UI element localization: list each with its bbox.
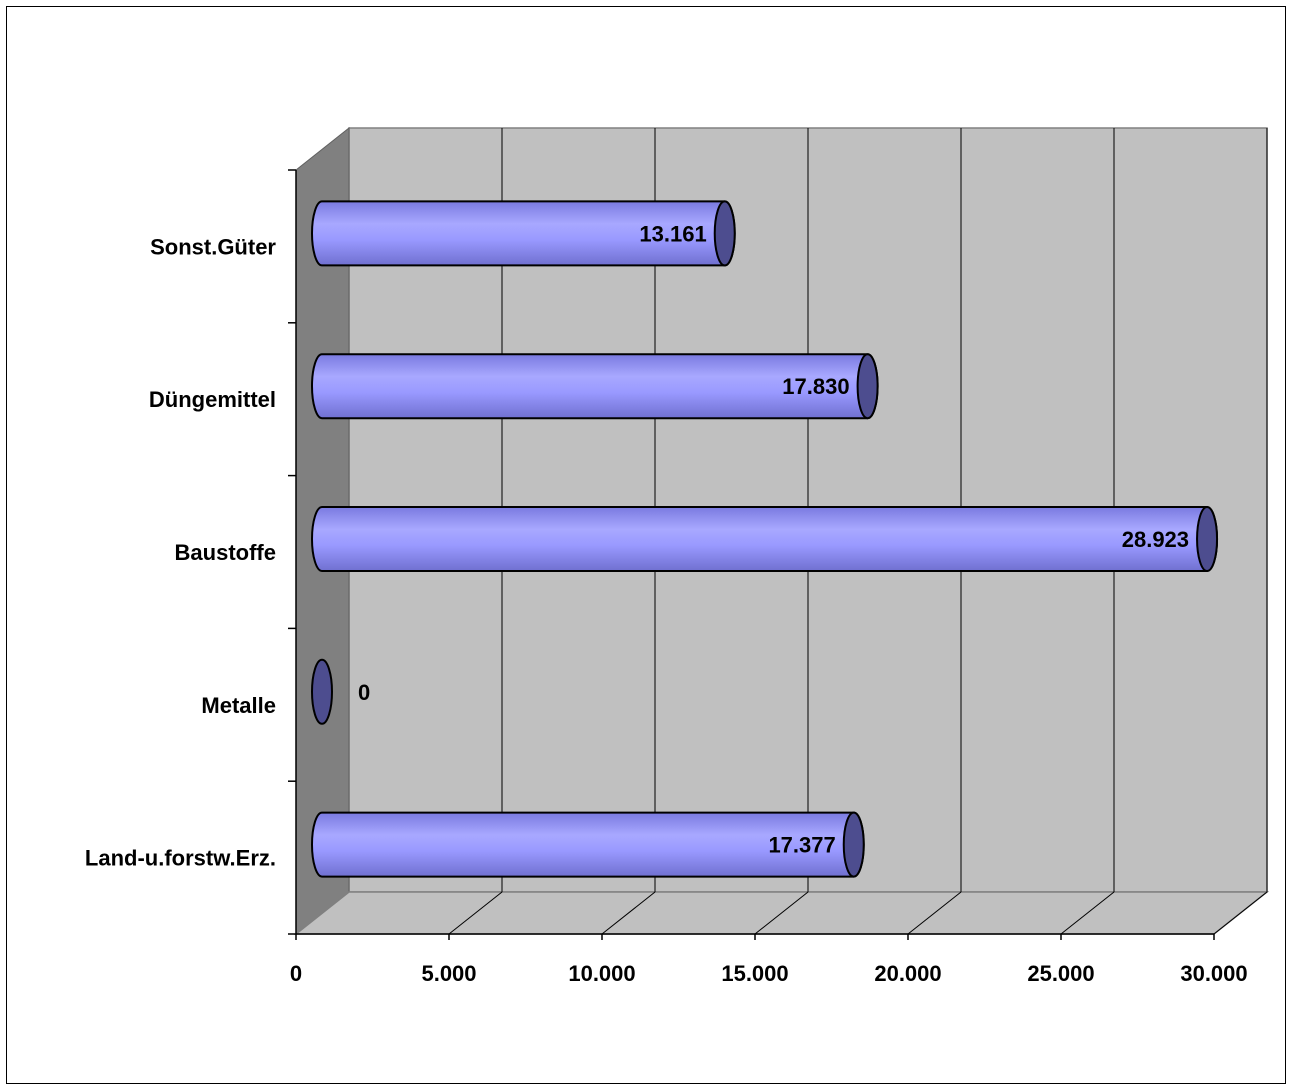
floor-gridline xyxy=(448,891,503,935)
floor-gridline xyxy=(1060,891,1115,935)
x-tick-label: 0 xyxy=(290,961,302,986)
category-label: Baustoffe xyxy=(175,540,276,565)
bar-cap-4 xyxy=(713,200,736,267)
x-tick-label: 30.000 xyxy=(1180,961,1247,986)
value-label: 0 xyxy=(358,680,370,705)
floor-gridline xyxy=(754,891,809,935)
category-label: Düngemittel xyxy=(149,387,276,412)
value-label: 17.377 xyxy=(768,833,835,858)
floor-gridline xyxy=(1213,891,1268,935)
value-label: 17.830 xyxy=(782,374,849,399)
x-tick-label: 10.000 xyxy=(568,961,635,986)
x-tick-label: 5.000 xyxy=(421,961,476,986)
bar-cap-3 xyxy=(856,353,879,420)
x-tick-label: 20.000 xyxy=(874,961,941,986)
floor-gridline xyxy=(907,891,962,935)
value-label: 28.923 xyxy=(1122,527,1189,552)
bar-cap-1 xyxy=(311,658,333,725)
x-tick-label: 15.000 xyxy=(721,961,788,986)
value-label: 13.161 xyxy=(639,221,706,246)
x-tick-label: 25.000 xyxy=(1027,961,1094,986)
bar-cap-0 xyxy=(842,811,865,878)
category-label: Metalle xyxy=(201,693,276,718)
bar-2 xyxy=(311,506,1219,572)
bar-cap-2 xyxy=(1196,506,1219,572)
category-label: Land-u.forstw.Erz. xyxy=(85,846,276,871)
floor-gridline xyxy=(601,891,656,935)
category-label: Sonst.Güter xyxy=(150,234,276,259)
